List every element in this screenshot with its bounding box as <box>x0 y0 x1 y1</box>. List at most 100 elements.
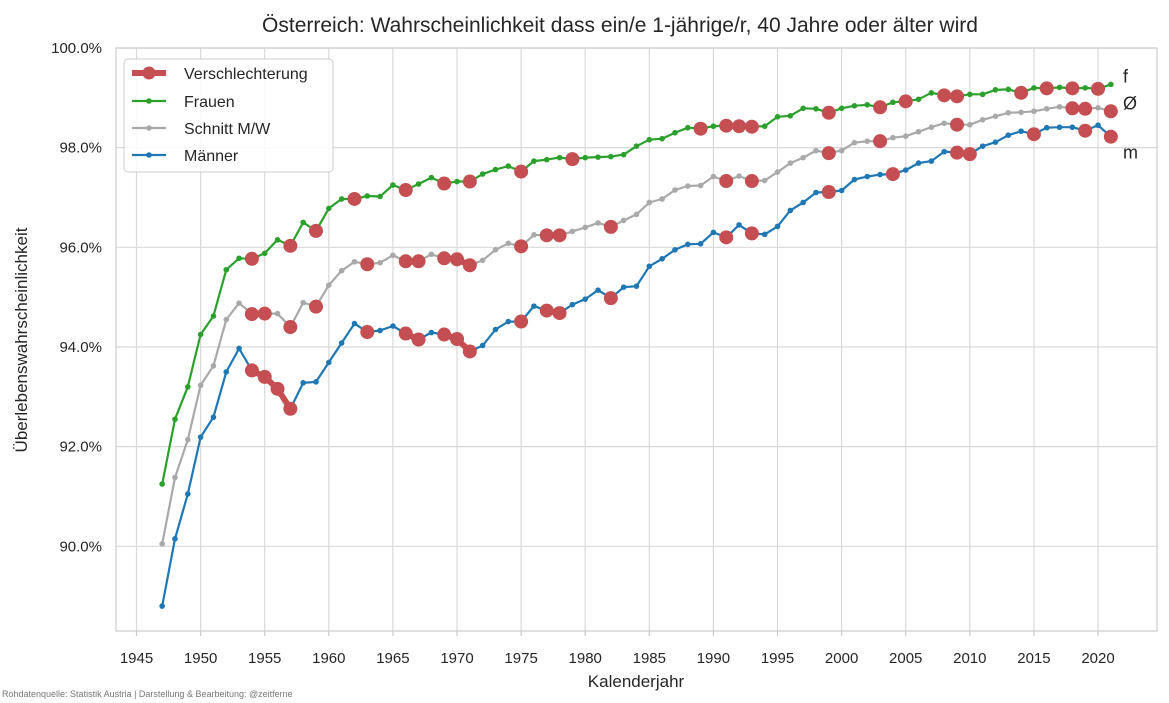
data-point-frauen <box>197 331 204 338</box>
data-point-maenner <box>902 167 909 173</box>
data-point-maenner <box>505 318 512 325</box>
data-point-schnitt-m-w <box>531 232 537 238</box>
data-point-frauen <box>864 102 871 108</box>
data-point-maenner <box>313 379 319 385</box>
x-axis-label: Kalenderjahr <box>588 672 685 691</box>
data-point-schnitt-m-w <box>761 177 768 184</box>
verschlechterung-marker-schnitt-m-w <box>603 219 618 234</box>
data-point-schnitt-m-w <box>569 228 576 235</box>
verschlechterung-marker-maenner <box>437 327 452 342</box>
x-tick-label: 2005 <box>889 650 922 667</box>
data-point-frauen <box>608 153 614 160</box>
data-point-schnitt-m-w <box>1018 109 1024 116</box>
data-point-maenner <box>620 284 627 290</box>
verschlechterung-marker-maenner <box>411 332 426 347</box>
x-tick-label: 1985 <box>633 650 666 667</box>
data-point-maenner <box>633 283 640 289</box>
verschlechterung-marker-maenner <box>398 326 413 341</box>
data-point-schnitt-m-w <box>390 252 396 259</box>
verschlechterung-marker-maenner <box>552 306 567 321</box>
data-point-maenner <box>851 176 858 183</box>
verschlechterung-marker-frauen <box>719 118 734 133</box>
y-tick-label: 90.0% <box>59 538 102 555</box>
data-point-frauen <box>300 219 306 226</box>
verschlechterung-marker-maenner <box>450 332 465 347</box>
data-point-maenner <box>582 296 589 302</box>
legend-label-maenner: Männer <box>184 148 239 165</box>
verschlechterung-marker-maenner <box>257 369 272 384</box>
verschlechterung-marker-frauen <box>937 88 952 103</box>
data-point-schnitt-m-w <box>1031 108 1037 115</box>
data-point-schnitt-m-w <box>184 436 191 443</box>
data-point-schnitt-m-w <box>697 182 704 189</box>
data-point-frauen <box>774 113 781 120</box>
data-point-maenner <box>595 287 601 293</box>
data-point-maenner <box>223 369 230 375</box>
verschlechterung-marker-frauen <box>347 191 362 206</box>
data-point-frauen <box>582 154 589 161</box>
verschlechterung-marker-frauen <box>437 176 452 191</box>
data-point-frauen <box>761 123 768 130</box>
data-point-frauen <box>1005 86 1012 93</box>
data-point-frauen <box>428 174 435 181</box>
data-point-frauen <box>364 193 371 199</box>
verschlechterung-marker-frauen <box>1091 81 1106 96</box>
chart-title: Österreich: Wahrscheinlichkeit dass ein/… <box>262 14 978 37</box>
data-point-schnitt-m-w <box>338 267 345 274</box>
data-point-frauen <box>595 154 601 160</box>
data-point-maenner <box>479 342 486 349</box>
end-label-schnitt-m-w: Ø <box>1123 93 1137 113</box>
data-point-maenner <box>338 340 345 346</box>
data-point-frauen <box>992 87 999 93</box>
data-point-schnitt-m-w <box>377 259 383 266</box>
x-tick-label: 1975 <box>504 650 537 667</box>
data-point-maenner <box>813 189 819 196</box>
legend-marker-maenner <box>146 152 152 158</box>
data-point-frauen <box>479 171 486 177</box>
data-point-maenner <box>761 231 768 238</box>
verschlechterung-marker-maenner <box>1078 123 1093 138</box>
verschlechterung-marker-frauen <box>308 223 323 238</box>
data-point-frauen <box>710 123 717 130</box>
verschlechterung-marker-schnitt-m-w <box>552 228 567 243</box>
verschlechterung-marker-frauen <box>283 238 298 253</box>
plot-area-frame <box>115 47 1158 632</box>
data-point-schnitt-m-w <box>967 121 973 128</box>
verschlechterung-marker-maenner <box>514 314 529 329</box>
data-point-schnitt-m-w <box>505 240 512 247</box>
data-point-frauen <box>967 91 973 98</box>
data-point-maenner <box>646 263 653 270</box>
data-point-frauen <box>184 384 191 390</box>
data-point-frauen <box>543 156 550 163</box>
verschlechterung-marker-maenner <box>885 167 900 182</box>
verschlechterung-marker-frauen <box>398 183 413 198</box>
data-point-maenner <box>1005 132 1012 139</box>
data-point-frauen <box>646 136 653 143</box>
data-point-frauen <box>159 481 165 487</box>
data-point-frauen <box>851 103 858 109</box>
verschlechterung-marker-maenner <box>1026 127 1041 142</box>
data-point-maenner <box>531 303 537 309</box>
series-end-labels: fØm <box>1123 66 1138 162</box>
data-point-schnitt-m-w <box>595 220 601 226</box>
data-point-frauen <box>210 313 217 319</box>
verschlechterung-marker-frauen <box>744 119 759 134</box>
data-point-frauen <box>390 182 396 188</box>
data-point-maenner <box>351 320 358 327</box>
verschlechterung-marker-schnitt-m-w <box>398 254 413 269</box>
verschlechterung-marker-maenner <box>283 401 298 416</box>
data-point-maenner <box>941 148 947 155</box>
data-point-maenner <box>377 327 383 334</box>
data-point-schnitt-m-w <box>800 154 806 161</box>
data-point-maenner <box>979 143 986 149</box>
data-point-schnitt-m-w <box>710 173 717 180</box>
data-point-maenner <box>184 491 191 497</box>
data-point-maenner <box>210 414 217 421</box>
verschlechterung-marker-schnitt-m-w <box>411 254 426 269</box>
verschlechterung-marker-frauen <box>514 164 529 179</box>
x-tick-label: 1990 <box>697 650 730 667</box>
legend-box <box>123 58 334 173</box>
data-point-schnitt-m-w <box>197 382 204 389</box>
x-tick-label: 1965 <box>376 650 409 667</box>
data-point-frauen <box>1082 85 1089 91</box>
